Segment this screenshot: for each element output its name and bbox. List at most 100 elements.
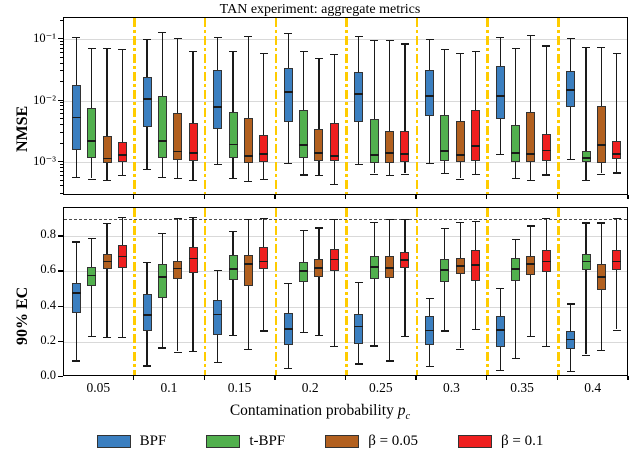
box--0-05[interactable] [455,120,465,162]
box--0-05[interactable] [243,117,253,163]
box-t-bpf[interactable] [581,150,591,163]
box-t-bpf[interactable] [157,263,167,298]
box--0-1[interactable] [259,134,269,162]
box--0-1[interactable] [541,133,551,161]
legend-label: BPF [139,432,167,449]
box-bpf[interactable] [495,315,505,347]
y-minor-tick [60,166,63,168]
box-bpf[interactable] [354,72,364,123]
whisker-cap-lower [259,330,268,332]
whisker-cap-lower [189,179,197,181]
box--0-1[interactable] [117,141,127,162]
box-bpf[interactable] [495,66,505,119]
whisker-cap-upper [259,53,268,55]
box--0-1[interactable] [188,247,198,273]
median-line [471,144,480,147]
box-bpf[interactable] [142,76,152,128]
box-bpf[interactable] [213,299,223,335]
box--0-05[interactable] [102,135,112,163]
whisker-cap-lower [118,174,127,177]
whisker-line [333,218,335,347]
box-bpf[interactable] [566,70,576,108]
median-line [87,140,97,143]
box-t-bpf[interactable] [299,261,309,283]
whisker-line [247,36,249,181]
box-t-bpf[interactable] [87,267,97,286]
whisker-line [545,217,547,346]
whisker-cap-lower [158,347,167,349]
box--0-05[interactable] [385,255,395,278]
median-line [157,276,167,278]
box--0-1[interactable] [471,110,480,161]
box-bpf[interactable] [142,294,152,331]
box--0-1[interactable] [612,140,622,160]
y-minor-tick [60,193,63,195]
box-bpf[interactable] [425,70,434,117]
box-bpf[interactable] [71,283,81,313]
whisker-line [585,47,587,180]
legend-item[interactable]: β = 0.1 [458,433,543,450]
x-tick-mark [132,195,135,199]
box--0-05[interactable] [526,111,536,163]
box-t-bpf[interactable] [228,111,238,158]
box--0-1[interactable] [400,131,410,163]
box-t-bpf[interactable] [157,96,167,158]
whisker-cap-upper [189,216,197,219]
whisker-cap-upper [314,58,323,60]
whisker-cap-lower [173,178,182,180]
box--0-05[interactable] [596,106,606,163]
box-t-bpf[interactable] [369,119,379,164]
whisker-cap-lower [440,330,449,332]
whisker-cap-upper [496,37,505,39]
box--0-05[interactable] [526,255,536,275]
box--0-05[interactable] [173,113,183,160]
median-line [596,144,606,146]
box-t-bpf[interactable] [87,107,97,159]
median-line [425,329,434,332]
y-tick-label: 0.2 [40,332,56,347]
box-bpf[interactable] [354,313,364,345]
box-bpf[interactable] [283,68,293,122]
box--0-1[interactable] [329,123,339,162]
whisker-line [373,39,375,174]
whisker-cap-lower [496,154,505,156]
whisker-cap-upper [173,37,182,39]
whisker-cap-upper [370,39,379,42]
median-line [173,267,183,270]
box-t-bpf[interactable] [440,114,450,162]
whisker-cap-upper [213,269,222,271]
box--0-1[interactable] [188,123,198,161]
median-line [71,292,81,294]
whisker-cap-upper [118,217,127,219]
y-major-tick [58,235,63,237]
box--0-05[interactable] [173,260,183,280]
x-tick-mark [627,376,629,380]
legend-item[interactable]: t-BPF [206,433,285,450]
legend-item[interactable]: β = 0.05 [325,433,418,450]
box-bpf[interactable] [213,69,223,129]
box-t-bpf[interactable] [228,254,238,280]
whisker-cap-lower [440,173,449,175]
median-line [283,328,293,330]
whisker-line [404,43,406,174]
x-tick-mark [274,195,276,199]
box--0-05[interactable] [385,131,395,163]
box--0-05[interactable] [243,254,253,286]
whisker-cap-upper [87,47,96,50]
whisker-cap-lower [400,335,409,337]
legend-item[interactable]: BPF [96,432,167,450]
box--0-05[interactable] [314,129,324,161]
box-t-bpf[interactable] [299,109,309,158]
whisker-cap-upper [72,241,81,243]
whisker-cap-upper [354,281,363,284]
box--0-1[interactable] [259,246,269,270]
whisker-cap-lower [526,336,535,338]
whisker-cap-upper [566,38,575,40]
whisker-line [121,217,124,337]
whisker-cap-lower [284,163,293,165]
whisker-cap-upper [542,217,551,219]
legend: BPF t-BPF β = 0.05 β = 0.1 [0,430,640,452]
box-t-bpf[interactable] [511,125,520,162]
box--0-1[interactable] [612,250,622,270]
